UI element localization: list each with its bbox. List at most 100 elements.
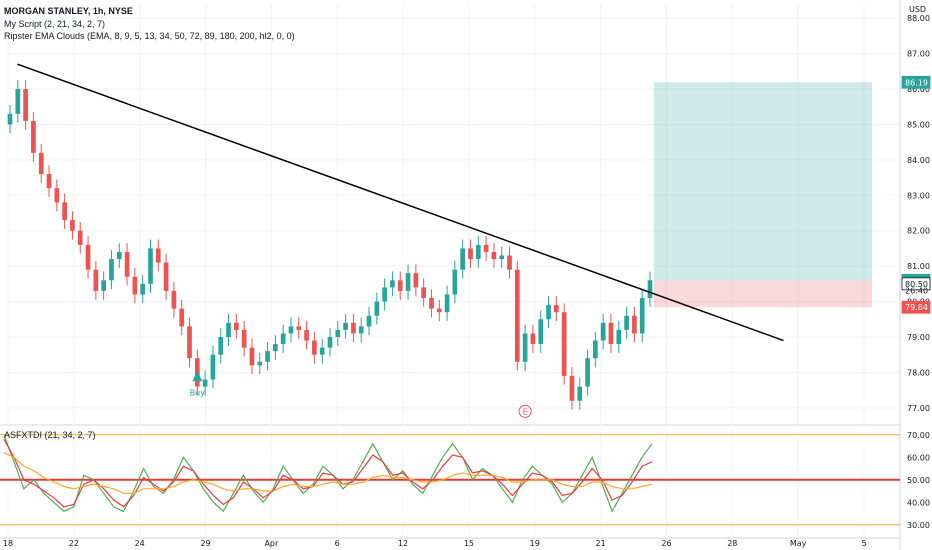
target-zone[interactable] [654,82,872,281]
candle-body [257,361,263,366]
candle-body [585,358,590,387]
candle-body [483,244,489,252]
price-tick-label: 88.00 [907,14,930,23]
candle-body [210,354,216,380]
candle-body [452,269,458,295]
script-legend[interactable]: My Script (2, 21, 34, 2, 7) [4,19,106,29]
time-tick-label: 26 [661,539,671,548]
price-tick-label: 83.00 [907,191,930,200]
time-tick-label: Apr [264,539,279,548]
time-tick-label: 21 [596,539,606,548]
candle-body [327,336,333,348]
time-tick-label: 28 [727,539,737,548]
trendline-segment[interactable] [17,63,784,342]
price-tag-label: 79.84 [905,303,928,312]
osc-tick-label: 60.00 [907,453,930,462]
price-tag-label: 86.19 [905,78,928,87]
candle-body [187,326,192,359]
time-axis: 18 22 24 29 Apr 6 12 15 19 21 26 28 May 5 [3,539,867,548]
price-tick-label: 84.00 [907,156,930,165]
position-box [654,82,872,308]
candle-body [77,230,83,245]
candle-body [140,283,146,295]
candle-body [101,280,106,291]
osc-tick-label: 30.00 [907,521,930,530]
candle-body [148,248,153,284]
price-tick-label: 81.00 [907,262,930,271]
price-tick-label: 82.00 [907,227,930,236]
chart-title: MORGAN STANLEY, 1h, NYSE [4,6,133,16]
candle-body [366,315,372,327]
candle-body [600,322,606,341]
candle-body [382,287,387,302]
price-tick-label: 87.00 [907,50,930,59]
time-tick-label: 15 [464,539,474,548]
candle-body [46,174,52,189]
candle-body [54,188,60,203]
candle-body [561,312,567,376]
candle-body [421,287,426,299]
candle-body [499,255,505,260]
candle-body [444,294,450,313]
candle-body [249,347,255,366]
candle-body [109,259,114,281]
candle-body [358,326,364,334]
candle-body [335,329,341,337]
candle-body [593,340,598,359]
price-tick-label: 79.00 [907,333,930,342]
candle-body [132,276,138,295]
candle-body [23,89,28,121]
buy-label: Buy [190,388,206,397]
currency-label: USD [909,5,926,14]
candle-body [296,326,302,330]
candle-body [514,269,520,362]
candle-body [554,305,559,313]
candle-body [312,340,317,355]
candle-body [273,344,278,352]
time-tick-label: 22 [69,539,79,548]
candles [7,80,653,410]
osc-series-fast [3,434,653,513]
oscillator-legend[interactable]: ASFXTDI (21, 34, 2, 7) [4,430,96,440]
time-tick-label: 12 [398,539,408,548]
stop-zone[interactable] [654,280,872,308]
price-tick-label: 78.00 [907,368,930,377]
candle-body [530,333,536,345]
earnings-badge[interactable] [518,404,532,418]
time-tick-label: 19 [530,539,540,548]
candle-body [507,255,512,270]
candle-body [15,89,21,114]
ema-legend[interactable]: Ripster EMA Clouds (EMA, 8, 9, 5, 13, 34… [4,31,295,41]
candle-body [116,251,122,260]
candle-body [288,326,294,334]
osc-tick-label: 70.00 [907,431,930,440]
candle-body [38,152,44,175]
candle-body [639,298,645,334]
candle-body [624,315,629,330]
earnings-label: E [523,407,528,416]
osc-series-baseline [3,452,653,494]
candle-body [163,262,169,291]
candle-body [632,315,637,334]
candle-body [85,244,91,270]
candle-body [351,322,356,334]
candle-body [577,386,583,401]
candle-body [647,280,653,299]
signals: Buy E [190,370,532,418]
candle-body [475,244,481,260]
candle-body [70,220,75,231]
price-tag [901,75,931,89]
candle-body [468,248,473,260]
candle-body [171,290,177,309]
candle-body [538,319,544,345]
oscillator-pane: 30.00 40.00 50.00 60.00 70.00 [0,431,930,530]
time-tick-label: 29 [200,539,210,548]
trendline [17,63,784,342]
candle-body [522,333,528,362]
candle-body [413,273,419,288]
grid [0,0,901,550]
osc-tick-label: 50.00 [907,476,930,485]
candle-body [343,322,348,330]
candle-body [124,251,130,277]
